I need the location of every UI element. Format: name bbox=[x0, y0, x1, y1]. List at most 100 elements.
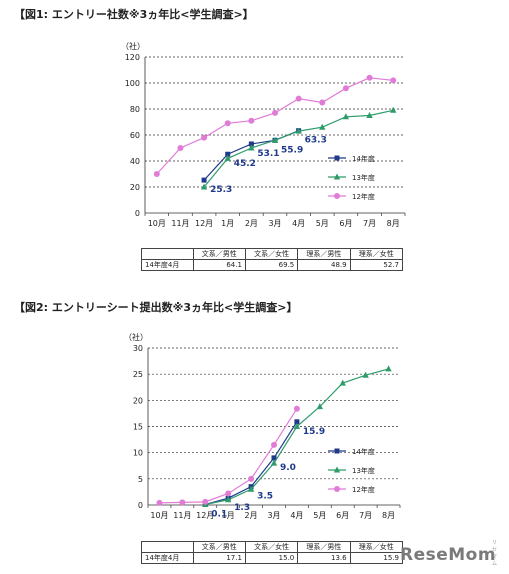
x-tick-label: 3月 bbox=[267, 511, 280, 520]
figure2-title: 【図2: エントリーシート提出数※3ヵ年比<学生調査>】 bbox=[14, 301, 298, 314]
x-tick-label: 5月 bbox=[313, 511, 326, 520]
legend-label: 12年度 bbox=[352, 485, 375, 494]
y-tick-label: 100 bbox=[125, 79, 140, 88]
marker-square bbox=[225, 151, 231, 157]
marker-triangle bbox=[385, 365, 392, 372]
marker-circle bbox=[177, 145, 184, 151]
marker-circle bbox=[334, 486, 340, 492]
x-tick-label: 10月 bbox=[150, 511, 168, 520]
logo-text: ReseMom bbox=[400, 545, 497, 565]
x-tick-label: 6月 bbox=[339, 219, 352, 228]
figure1-title: 【図1: エントリー社数※3ヵ年比<学生調査>】 bbox=[14, 8, 254, 21]
x-tick-label: 6月 bbox=[336, 511, 349, 520]
marker-square bbox=[294, 419, 300, 425]
marker-triangle bbox=[247, 485, 255, 492]
x-tick-label: 2月 bbox=[245, 219, 258, 228]
table-header: 文系／女性 bbox=[244, 541, 299, 553]
figure1-chart: （社） 0 20 40 60 80 100 120 10月 11月 12月 1月 2月 3月 4月 5月 6月 7… bbox=[121, 41, 406, 228]
marker-triangle bbox=[316, 403, 324, 410]
y-tick-label: 10 bbox=[133, 449, 143, 458]
resemom-logo: ReseMom リセマム bbox=[400, 540, 497, 567]
marker-circle bbox=[272, 109, 278, 116]
data-label: 15.9 bbox=[303, 427, 325, 437]
marker-triangle bbox=[342, 113, 350, 120]
data-label: 55.9 bbox=[281, 145, 303, 155]
y-tick-label: 25 bbox=[133, 370, 143, 379]
x-tick-label: 1月 bbox=[221, 219, 234, 228]
marker-circle bbox=[153, 171, 160, 177]
legend-label: 12年度 bbox=[352, 192, 375, 201]
marker-circle bbox=[295, 95, 302, 102]
table-header: 理系／女性 bbox=[349, 248, 404, 260]
x-tick-label: 8月 bbox=[382, 511, 395, 520]
marker-square bbox=[271, 455, 277, 461]
table-cell: 52.7 bbox=[349, 259, 404, 271]
marker-circle bbox=[334, 193, 340, 199]
y-tick-label: 60 bbox=[130, 131, 140, 140]
marker-triangle bbox=[366, 112, 373, 118]
marker-triangle bbox=[389, 106, 397, 113]
marker-triangle bbox=[319, 123, 326, 130]
x-tick-label: 12月 bbox=[195, 219, 213, 228]
data-label: 0.1 bbox=[211, 509, 227, 519]
marker-circle bbox=[202, 498, 209, 505]
marker-square bbox=[248, 141, 254, 147]
table-header-row: 文系／男性 文系／女性 理系／男性 理系／女性 bbox=[141, 541, 404, 553]
series-line bbox=[203, 130, 299, 181]
x-tick-label: 3月 bbox=[268, 219, 281, 228]
y-unit-label: （社） bbox=[121, 41, 145, 51]
legend-label: 13年度 bbox=[352, 466, 375, 475]
x-tick-label: 12月 bbox=[196, 511, 214, 520]
x-tick-label: 4月 bbox=[292, 219, 305, 228]
figure2-table: 文系／男性 文系／女性 理系／男性 理系／女性 14年度4月 17.1 15.0… bbox=[141, 541, 404, 564]
y-tick-label: 30 bbox=[133, 344, 143, 353]
marker-triangle bbox=[293, 423, 301, 429]
table-header: 文系／女性 bbox=[244, 248, 299, 260]
marker-triangle bbox=[339, 379, 346, 386]
figure2-chart: （社） 0 5 10 15 20 25 30 10月 11月 12月 1月 2月 3月 4月 5月 6月 7月 8月… bbox=[124, 332, 401, 520]
marker-triangle bbox=[270, 459, 278, 466]
marker-triangle bbox=[333, 173, 341, 180]
table-header: 理系／女性 bbox=[349, 541, 404, 553]
marker-triangle bbox=[295, 127, 302, 134]
x-tick-label: 7月 bbox=[363, 219, 376, 228]
y-tick-label: 0 bbox=[138, 501, 143, 510]
table-header-corner bbox=[141, 248, 194, 260]
table-header-corner bbox=[141, 541, 194, 553]
table-cell: 17.1 bbox=[192, 552, 246, 564]
figure1-table: 文系／男性 文系／女性 理系／男性 理系／女性 14年度4月 64.1 69.5… bbox=[141, 248, 404, 271]
marker-triangle bbox=[362, 371, 369, 378]
marker-circle bbox=[319, 99, 326, 106]
marker-circle bbox=[342, 85, 349, 92]
y-tick-label: 40 bbox=[130, 157, 140, 166]
data-label: 1.3 bbox=[234, 503, 250, 513]
marker-circle bbox=[366, 74, 373, 81]
y-tick-label: 80 bbox=[130, 105, 140, 114]
x-tick-label: 5月 bbox=[316, 219, 329, 228]
table-cell: 15.9 bbox=[349, 552, 404, 564]
table-header: 文系／男性 bbox=[192, 541, 246, 553]
marker-circle bbox=[248, 475, 255, 482]
x-tick-label: 7月 bbox=[359, 511, 372, 520]
table-row-label: 14年度4月 bbox=[141, 259, 194, 271]
table-row: 14年度4月 64.1 69.5 48.9 52.7 bbox=[141, 259, 404, 271]
y-tick-label: 0 bbox=[135, 209, 140, 218]
marker-triangle bbox=[224, 496, 232, 503]
logo-subtext: リセマム bbox=[492, 540, 498, 567]
x-tick-label: 2月 bbox=[245, 511, 258, 520]
marker-circle bbox=[271, 441, 277, 448]
legend-label: 14年度 bbox=[352, 154, 375, 163]
y-unit-label: （社） bbox=[124, 332, 148, 342]
marker-triangle bbox=[224, 154, 231, 161]
y-tick-label: 20 bbox=[133, 396, 143, 405]
data-label: 25.3 bbox=[210, 185, 232, 195]
table-cell: 48.9 bbox=[297, 259, 351, 271]
table-cell: 15.0 bbox=[244, 552, 299, 564]
table-cell: 13.6 bbox=[297, 552, 351, 564]
data-label: 9.0 bbox=[280, 463, 296, 473]
marker-circle bbox=[201, 134, 208, 141]
marker-square bbox=[334, 448, 340, 454]
marker-triangle bbox=[248, 144, 255, 151]
marker-triangle bbox=[333, 466, 341, 473]
marker-square bbox=[334, 155, 340, 161]
